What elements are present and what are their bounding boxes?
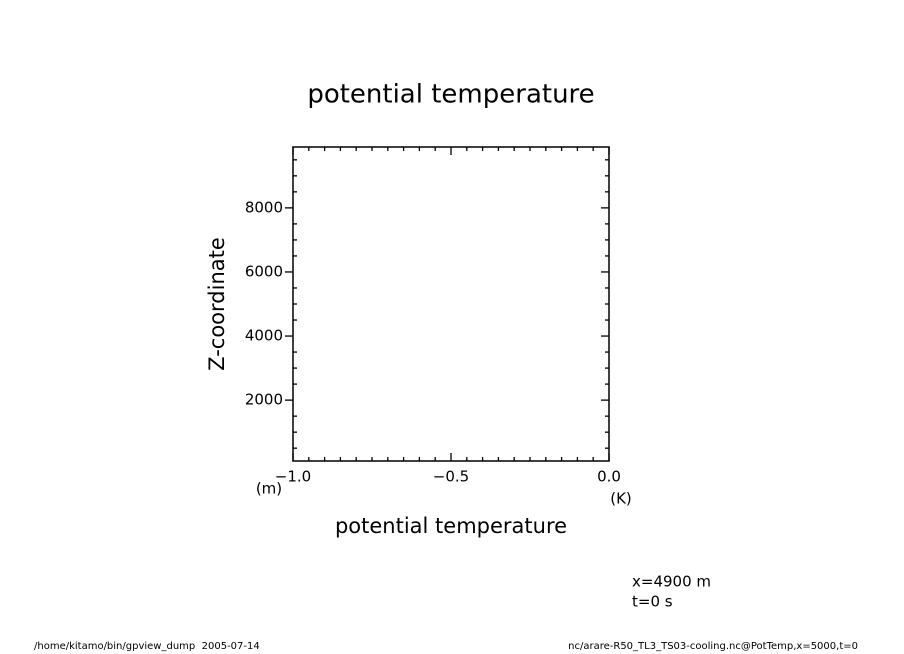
x-axis-label: potential temperature (335, 514, 567, 538)
footer-left: /home/kitamo/bin/gpview_dump 2005-07-14 (34, 641, 260, 652)
x-unit: (K) (610, 490, 632, 508)
footer-right: nc/arare-R50_TL3_TS03-cooling.nc@PotTemp… (568, 641, 858, 652)
y-axis-label: Z-coordinate (205, 237, 229, 371)
x-tick-label: −1.0 (275, 468, 311, 486)
x-tick-label: 0.0 (597, 468, 621, 486)
annotation: x=4900 m (632, 573, 711, 591)
y-tick-label: 6000 (245, 262, 283, 280)
y-tick-label: 2000 (245, 391, 283, 409)
chart-title: potential temperature (307, 80, 594, 110)
x-tick-label: −0.5 (433, 468, 469, 486)
y-tick-label: 4000 (245, 327, 283, 345)
annotation: t=0 s (632, 593, 673, 611)
plot-frame (292, 146, 610, 462)
y-tick-label: 8000 (245, 198, 283, 216)
y-unit: (m) (256, 480, 282, 498)
